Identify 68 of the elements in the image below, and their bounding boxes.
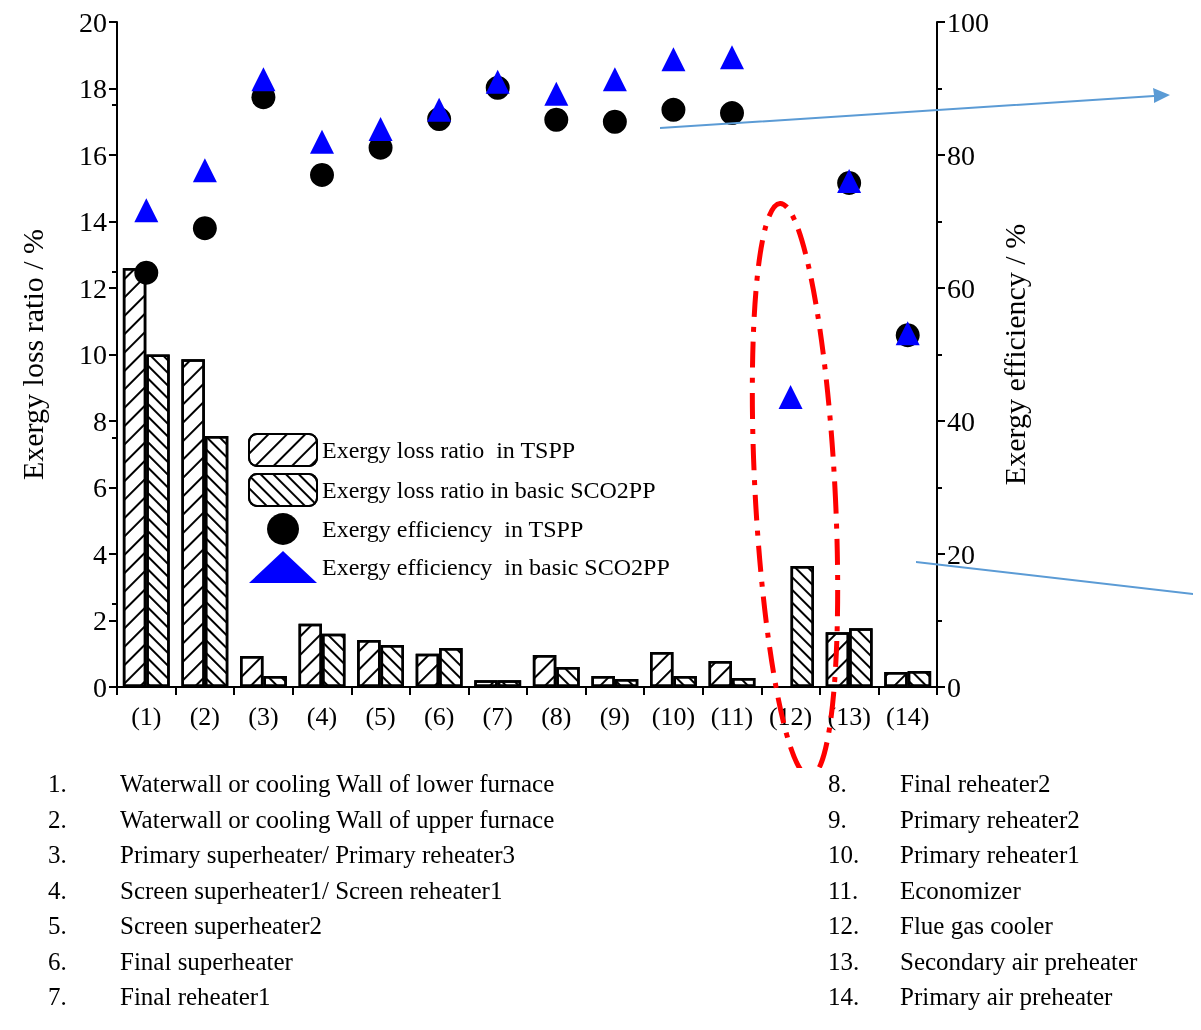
legend-label: Exergy efficiency in TSPP [322,516,584,542]
text: 13. Secondary air preheater [828,947,1138,975]
y-tick-label: 8 [93,405,107,437]
x-tick-label: (7) [482,701,513,731]
text: 3. Primary superheater/ Primary reheater3 [48,841,515,868]
point [192,216,217,241]
point [661,97,686,122]
point [720,101,744,126]
y-tick-label: 12 [79,272,107,304]
text: 10. Primary reheater1 [828,841,1080,868]
y2-tick-label: 60 [947,272,975,304]
y-tick-label: 6 [93,472,107,503]
point [720,45,744,70]
point [310,162,334,187]
y2-tick-label: 40 [947,405,975,437]
y2-tick-label: 100 [947,6,989,38]
point [544,81,569,106]
text: 5. Screen superheater2 [48,912,322,939]
text: 12. Flue gas cooler [828,912,1053,939]
text: 11. Economizer [828,876,1021,904]
y-tick-label: 18 [79,73,107,104]
y2-tick-label: 80 [947,139,975,171]
legend-label: Exergy loss ratio in basic SCO2PP [322,477,656,503]
y2-axis-title: Exergy efficiency / % [998,223,1032,486]
x-tick-label: (1) [131,701,162,731]
x-tick-label: (5) [365,701,396,731]
x-tick-label: (3) [248,701,279,731]
point [661,47,686,72]
x-tick-label: (6) [423,701,455,731]
point [602,67,627,92]
x-tick-label: (2) [189,701,221,731]
text: 6. Final superheater [48,947,293,975]
x-tick-label: (10) [651,701,696,731]
legend-label: Exergy efficiency in basic SCO2PP [322,554,670,580]
point [368,117,393,142]
legend-label: Exergy loss ratio in TSPP [322,437,576,463]
x-tick-label: (14) [886,701,930,731]
text: 2. Waterwall or cooling Wall of upper furnace [48,805,555,833]
point [251,67,276,92]
point [544,107,569,132]
y-axis-title: Exergy loss ratio / % [15,228,49,481]
y2-tick-label: 20 [947,538,975,570]
text: 1. Waterwall or cooling Wall of lower furnace [48,770,555,797]
point [778,385,803,410]
text: 9. Primary reheater2 [828,805,1080,833]
text: 7. Final reheater1 [48,983,271,1010]
x-tick-label: (9) [599,701,631,731]
y-tick-label: 0 [93,671,107,703]
text: 8. Final reheater2 [828,770,1051,797]
y-tick-label: 20 [79,6,107,38]
x-tick-label: (8) [541,701,572,731]
y-tick-label: 10 [79,339,107,370]
y-tick-label: 4 [93,538,107,570]
y-tick-label: 14 [79,206,107,237]
point [134,260,159,285]
y-tick-label: 16 [79,139,107,171]
y2-tick-label: 0 [947,671,961,703]
point [485,69,510,94]
text: 14. Primary air preheater [828,983,1113,1010]
point [602,109,627,134]
x-tick-label: (11) [710,701,754,731]
y-tick-label: 2 [93,605,107,636]
point [134,198,159,223]
point [427,97,452,122]
point [310,129,334,154]
x-tick-label: (4) [306,701,338,731]
point [192,158,217,183]
text: 4. Screen superheater1/ Screen reheater1 [48,876,503,904]
